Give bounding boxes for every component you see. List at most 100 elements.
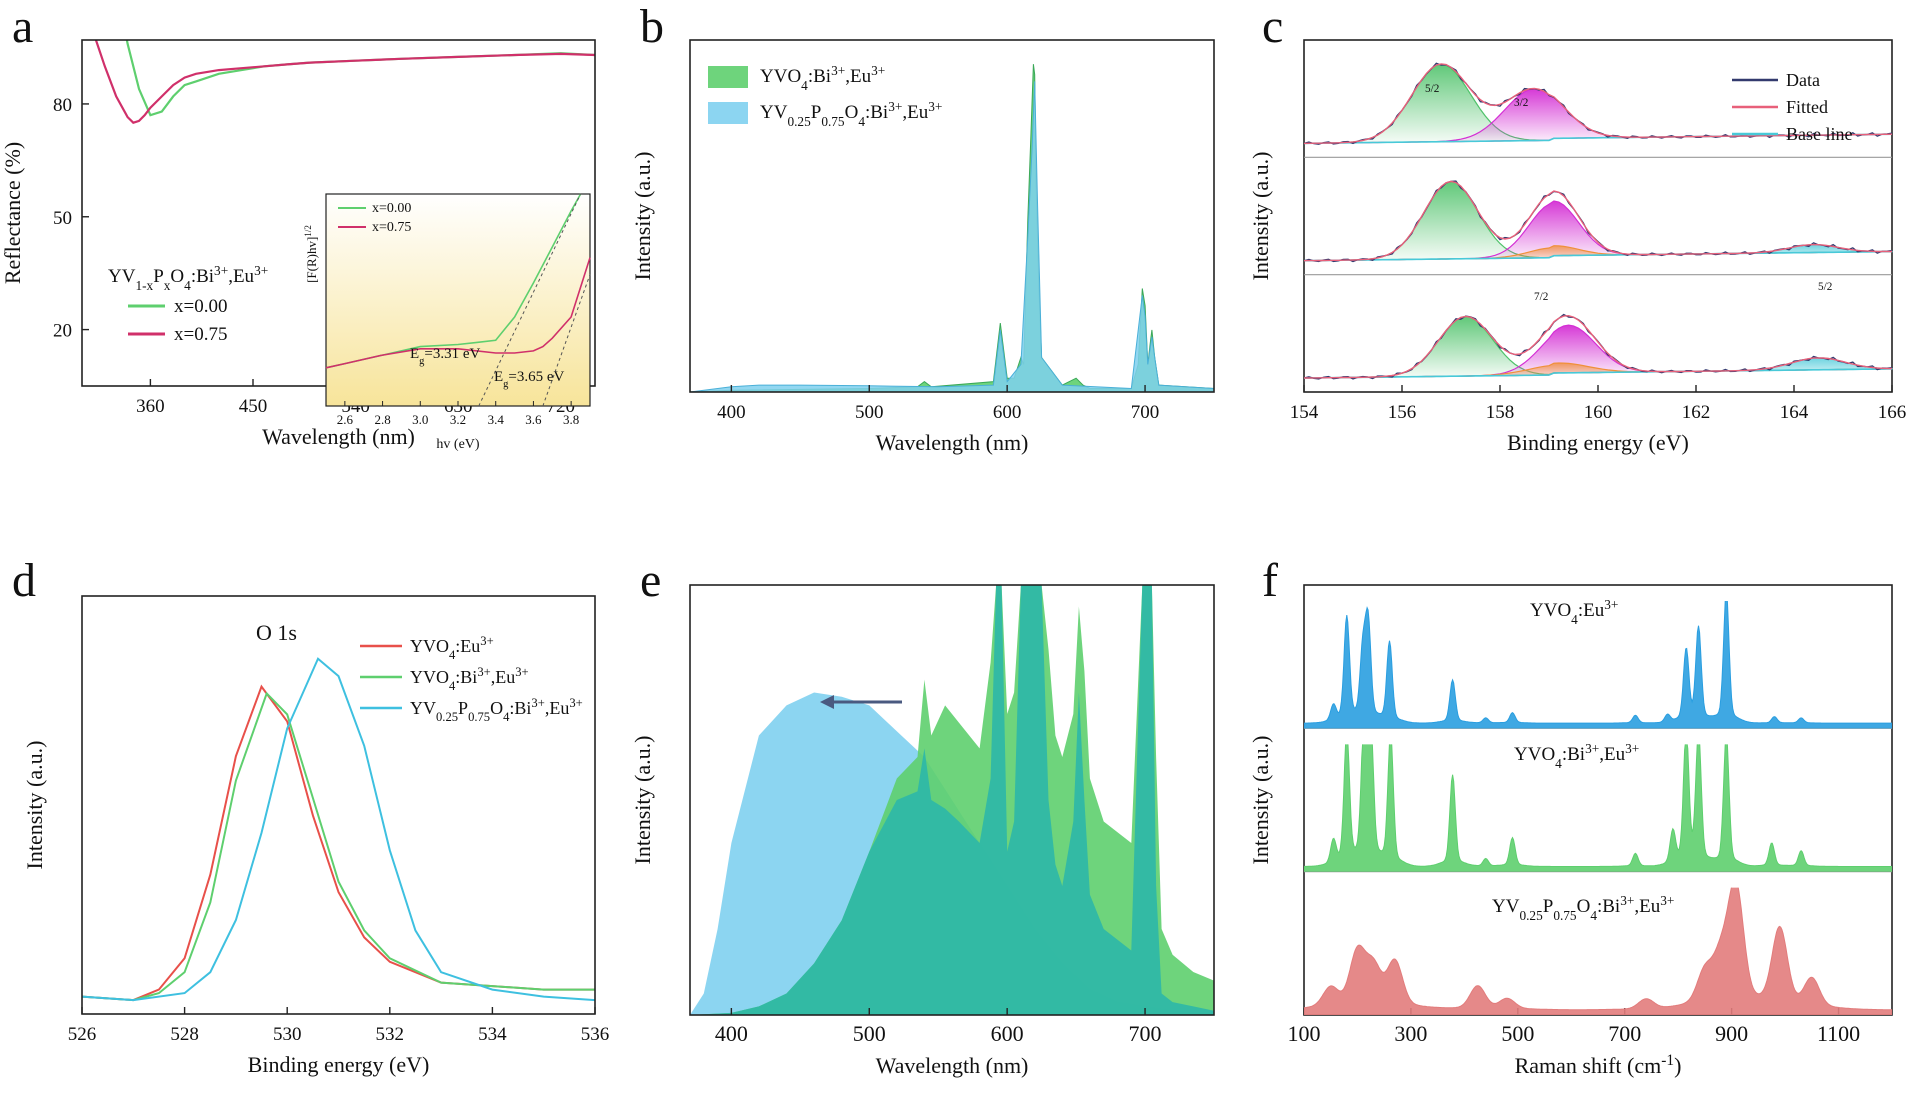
panel-a-legend-title-part: 3+ xyxy=(254,263,268,278)
panel-d-series-2 xyxy=(81,657,596,1002)
panel-b-area-1 xyxy=(690,81,1214,392)
panel-b-legend-label-1-name: YV xyxy=(760,102,788,123)
panel-a-legend-title-part: 1-x xyxy=(135,278,153,293)
panel-a-inset-xtick-label-6: 3.8 xyxy=(563,412,579,427)
panel-b-legend-label-1: YV0.25P0.75O4:Bi3+,Eu3+ xyxy=(760,99,942,129)
panel-d-frame xyxy=(81,595,596,1015)
panel-b-legend-swatch-0 xyxy=(708,66,748,88)
panel-b-legend-label-1-mid: P xyxy=(811,102,822,123)
panel-d-legend-label-2-mid2: O xyxy=(490,698,503,718)
panel-c-sub2-fit xyxy=(1304,314,1893,379)
panel-d-xtick-label-4: 534 xyxy=(478,1024,507,1045)
panel-d-legend-label-1-sup: 3+ xyxy=(477,665,490,679)
panel-letter-d: d xyxy=(12,554,36,607)
panel-a-inset-legend-label-1: x=0.75 xyxy=(372,220,411,235)
panel-b-legend-label-0-tail: :Bi xyxy=(808,66,831,87)
panel-f-xlabel-part: -1 xyxy=(1661,1052,1674,1069)
panel-b-legend-label-0-tail2: ,Eu xyxy=(845,66,871,87)
panel-f-label-2-tail2: ,Eu xyxy=(1634,896,1660,917)
panel-c-frame xyxy=(1303,39,1893,393)
panel-d-legend-label-2: YV0.25P0.75O4:Bi3+,Eu3+ xyxy=(410,696,583,724)
panel-f-label-1: YVO4:Bi3+,Eu3+ xyxy=(1514,741,1639,771)
panel-c-sub1-baseline xyxy=(1303,250,1892,262)
panel-b-legend-label-1-sub3: 4 xyxy=(858,114,865,129)
panel-d-legend-label-2-tail2: ,Eu xyxy=(545,698,570,718)
panel-d-legend-label-2-sub2: 0.75 xyxy=(468,710,490,724)
panel-e-area-2 xyxy=(690,585,1214,1015)
panel-a-legend-title-part: YV xyxy=(108,266,136,287)
panel-letter-e: e xyxy=(640,554,661,607)
panel-f-xlabel: Raman shift (cm-1) xyxy=(1515,1052,1682,1079)
panel-c-label-0: 5/2 xyxy=(1425,83,1439,95)
panel-letter-a: a xyxy=(12,0,33,53)
panel-a-legend-title-part: 3+ xyxy=(214,263,228,278)
panel-c-label-2-sub: 7/2 xyxy=(1534,291,1548,303)
panel-e-xtick-label-2: 600 xyxy=(991,1021,1024,1046)
panel-f-label-2-sub2: 0.75 xyxy=(1553,908,1577,923)
panel-a-inset-xlabel: hv (eV) xyxy=(436,437,479,452)
panel-a-legend-title-part: :Bi xyxy=(191,266,214,287)
panel-f-sub1-spectrum xyxy=(1304,744,1892,872)
panel-c-xtick-label-4: 162 xyxy=(1682,402,1711,423)
panel-f-label-2-sup: 3+ xyxy=(1620,893,1634,908)
panel-d-ylabel: Intensity (a.u.) xyxy=(22,741,47,870)
panel-b-legend-label-0-sub: 4 xyxy=(801,78,808,93)
panel-a-xtick-label-1: 450 xyxy=(239,396,268,417)
panel-a-inset-annotation-1: Eg=3.65 eV xyxy=(494,369,565,390)
panel-b-legend-label-1-mid2: O xyxy=(845,102,859,123)
panel-a-ytick-label-1: 50 xyxy=(53,208,72,229)
panel-a-legend-label-1: x=0.75 xyxy=(174,324,227,345)
panel-c-label-0-sub: 5/2 xyxy=(1425,83,1439,95)
panel-a-inset-frame xyxy=(325,193,591,407)
panel-b-legend-label-1-tail2: ,Eu xyxy=(902,102,928,123)
panel-f-label-2-tail: :Bi xyxy=(1597,896,1620,917)
panel-f-ylabel: Intensity (a.u.) xyxy=(1248,736,1273,865)
panel-a-legend-title: YV1-xPxO4:Bi3+,Eu3+ xyxy=(108,263,268,293)
panel-d-legend-label-0-name: YVO xyxy=(410,636,449,656)
panel-a-series-0 xyxy=(125,40,595,117)
panel-f-raman-chart: 100 300 500 700 900 1100 Raman shift (cm-1) Int… xyxy=(1248,584,1893,1079)
panel-f-sub0-spectrum xyxy=(1304,601,1892,729)
panel-f-xtick-label-3: 700 xyxy=(1608,1021,1641,1046)
panel-f-label-2-sub: 0.25 xyxy=(1519,908,1543,923)
panel-e-xtick-label-0: 400 xyxy=(715,1021,748,1046)
panel-a-inset-xtick-label-2: 3.0 xyxy=(412,412,428,427)
panel-b-legend-label-0-sup: 3+ xyxy=(831,63,845,78)
panel-d-xtick-label-2: 530 xyxy=(273,1024,302,1045)
panel-d-xtick-label-5: 536 xyxy=(581,1024,610,1045)
panel-a-inset-annotation-0-sub: g xyxy=(419,356,425,367)
panel-a-legend-title-part: x xyxy=(164,278,171,293)
panel-a-inset-xtick-label-4: 3.4 xyxy=(488,412,505,427)
panel-a-inset-annotation-1-tail: =3.65 eV xyxy=(508,369,564,385)
panel-d-legend-label-1-tail: :Bi xyxy=(455,667,477,687)
panel-e-emission-zoom-chart: 400 500 600 700 Wavelength (nm) Intensity (a.… xyxy=(630,584,1215,1078)
panel-c-label-3: 5/2 xyxy=(1818,281,1832,293)
panel-b-legend-label-1-sub2: 0.75 xyxy=(821,114,845,129)
panel-c-label-1-sub: 3/2 xyxy=(1514,97,1528,109)
panel-a-inset-annotation-1-sub: g xyxy=(503,379,509,390)
panel-f-label-0-sub: 4 xyxy=(1571,612,1578,627)
panel-a-ylabel: Reflectance (%) xyxy=(0,142,25,284)
panel-d-xtick-label-1: 528 xyxy=(170,1024,199,1045)
panel-a-inset-annotation-0: Eg=3.31 eV xyxy=(410,346,481,367)
panel-b-emission-chart: 400 500 600 700 Wavelength (nm) Intensity (a.… xyxy=(630,39,1215,455)
panel-c-xtick-label-3: 160 xyxy=(1584,402,1613,423)
panel-b-xtick-label-1: 500 xyxy=(855,402,884,423)
panel-c-xtick-label-0: 154 xyxy=(1290,402,1319,423)
panel-e-frame xyxy=(689,584,1215,1016)
panel-d-legend-label-2-sup2: 3+ xyxy=(569,696,582,710)
panel-f-sub2-spectrum xyxy=(1304,887,1892,1016)
panel-a-inset-xtick-label-5: 3.6 xyxy=(525,412,542,427)
panel-f-label-2-sup2: 3+ xyxy=(1660,893,1674,908)
panel-c-xtick-label-5: 164 xyxy=(1780,402,1809,423)
panel-c-sub2-baseline xyxy=(1304,368,1892,379)
panel-f-xlabel-part: ) xyxy=(1674,1053,1681,1078)
panel-a-inset-tangent-1 xyxy=(542,274,591,407)
panel-f-xtick-label-2: 500 xyxy=(1501,1021,1534,1046)
panel-a-ytick-label-2: 80 xyxy=(53,95,72,116)
panel-f-xlabel-part: Raman shift (cm xyxy=(1515,1053,1662,1078)
panel-d-legend-label-2-sup: 3+ xyxy=(531,696,544,710)
panel-d-legend-label-0-sub: 4 xyxy=(449,648,456,662)
panel-d-legend-label-2-name: YV xyxy=(410,698,436,718)
